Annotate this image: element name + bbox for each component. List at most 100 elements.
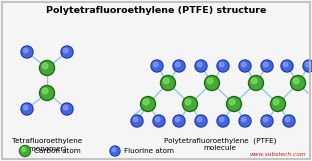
Circle shape <box>174 116 184 126</box>
Text: Polytetrafluoroethylene  (PTFE)
molecule: Polytetrafluoroethylene (PTFE) molecule <box>164 138 276 152</box>
Circle shape <box>217 60 229 72</box>
Circle shape <box>160 76 175 90</box>
Circle shape <box>272 98 284 110</box>
Circle shape <box>142 98 154 110</box>
Circle shape <box>241 62 246 67</box>
Circle shape <box>196 61 206 71</box>
Circle shape <box>41 62 53 74</box>
Circle shape <box>21 147 30 156</box>
Circle shape <box>61 46 73 58</box>
Circle shape <box>22 47 32 57</box>
Circle shape <box>262 61 272 71</box>
Circle shape <box>195 60 207 72</box>
Circle shape <box>63 105 68 110</box>
Circle shape <box>304 61 312 71</box>
Circle shape <box>284 116 294 126</box>
Circle shape <box>140 96 155 112</box>
Circle shape <box>151 60 163 72</box>
Circle shape <box>62 47 72 57</box>
Circle shape <box>173 60 185 72</box>
Circle shape <box>228 98 240 110</box>
Circle shape <box>163 78 169 84</box>
Circle shape <box>131 115 143 127</box>
Circle shape <box>263 117 268 122</box>
Circle shape <box>175 117 180 122</box>
Circle shape <box>42 88 48 94</box>
Circle shape <box>282 61 292 71</box>
Circle shape <box>197 62 202 67</box>
Text: Polytetrafluoroethylene (PTFE) structure: Polytetrafluoroethylene (PTFE) structure <box>46 6 266 15</box>
Circle shape <box>110 146 120 156</box>
Circle shape <box>41 87 53 99</box>
Circle shape <box>154 62 158 67</box>
Circle shape <box>134 117 138 122</box>
Circle shape <box>263 62 268 67</box>
Circle shape <box>162 77 174 89</box>
Circle shape <box>112 148 116 152</box>
Circle shape <box>23 105 28 110</box>
Circle shape <box>196 116 206 126</box>
Circle shape <box>184 98 196 110</box>
Circle shape <box>251 78 257 84</box>
Text: Tetrafluoroethylene
(monomer): Tetrafluoroethylene (monomer) <box>12 138 82 152</box>
Text: www.substech.com: www.substech.com <box>249 152 306 157</box>
Circle shape <box>22 147 26 152</box>
Circle shape <box>217 115 229 127</box>
Circle shape <box>22 104 32 114</box>
Circle shape <box>218 61 228 71</box>
Circle shape <box>174 61 184 71</box>
Circle shape <box>206 77 218 89</box>
Circle shape <box>111 147 119 155</box>
Circle shape <box>305 62 310 67</box>
Text: Carbon atom: Carbon atom <box>34 148 81 154</box>
Circle shape <box>154 116 164 126</box>
Circle shape <box>292 77 304 89</box>
Circle shape <box>241 117 246 122</box>
Circle shape <box>175 62 180 67</box>
Circle shape <box>273 99 279 105</box>
Circle shape <box>229 99 235 105</box>
Circle shape <box>40 61 55 76</box>
Circle shape <box>21 46 33 58</box>
Circle shape <box>219 62 224 67</box>
Circle shape <box>204 76 220 90</box>
Circle shape <box>143 99 149 105</box>
Circle shape <box>261 115 273 127</box>
Circle shape <box>262 116 272 126</box>
Circle shape <box>271 96 285 112</box>
Circle shape <box>248 76 264 90</box>
Circle shape <box>227 96 241 112</box>
Circle shape <box>240 116 250 126</box>
Circle shape <box>185 99 191 105</box>
Circle shape <box>42 63 48 69</box>
Circle shape <box>40 85 55 100</box>
Circle shape <box>281 60 293 72</box>
Circle shape <box>283 62 288 67</box>
Circle shape <box>250 77 262 89</box>
Circle shape <box>239 60 251 72</box>
Circle shape <box>219 117 224 122</box>
Circle shape <box>61 103 73 115</box>
Circle shape <box>183 96 197 112</box>
Circle shape <box>173 115 185 127</box>
Circle shape <box>19 146 31 156</box>
Circle shape <box>218 116 228 126</box>
Circle shape <box>293 78 299 84</box>
Circle shape <box>63 48 68 53</box>
Circle shape <box>23 48 28 53</box>
Circle shape <box>132 116 142 126</box>
Circle shape <box>239 115 251 127</box>
Circle shape <box>62 104 72 114</box>
Circle shape <box>207 78 213 84</box>
Text: Fluorine atom: Fluorine atom <box>124 148 174 154</box>
Circle shape <box>155 117 160 122</box>
Circle shape <box>153 115 165 127</box>
Circle shape <box>285 117 290 122</box>
Circle shape <box>261 60 273 72</box>
Circle shape <box>197 117 202 122</box>
Circle shape <box>195 115 207 127</box>
Circle shape <box>21 103 33 115</box>
Circle shape <box>240 61 250 71</box>
Circle shape <box>152 61 162 71</box>
Circle shape <box>283 115 295 127</box>
